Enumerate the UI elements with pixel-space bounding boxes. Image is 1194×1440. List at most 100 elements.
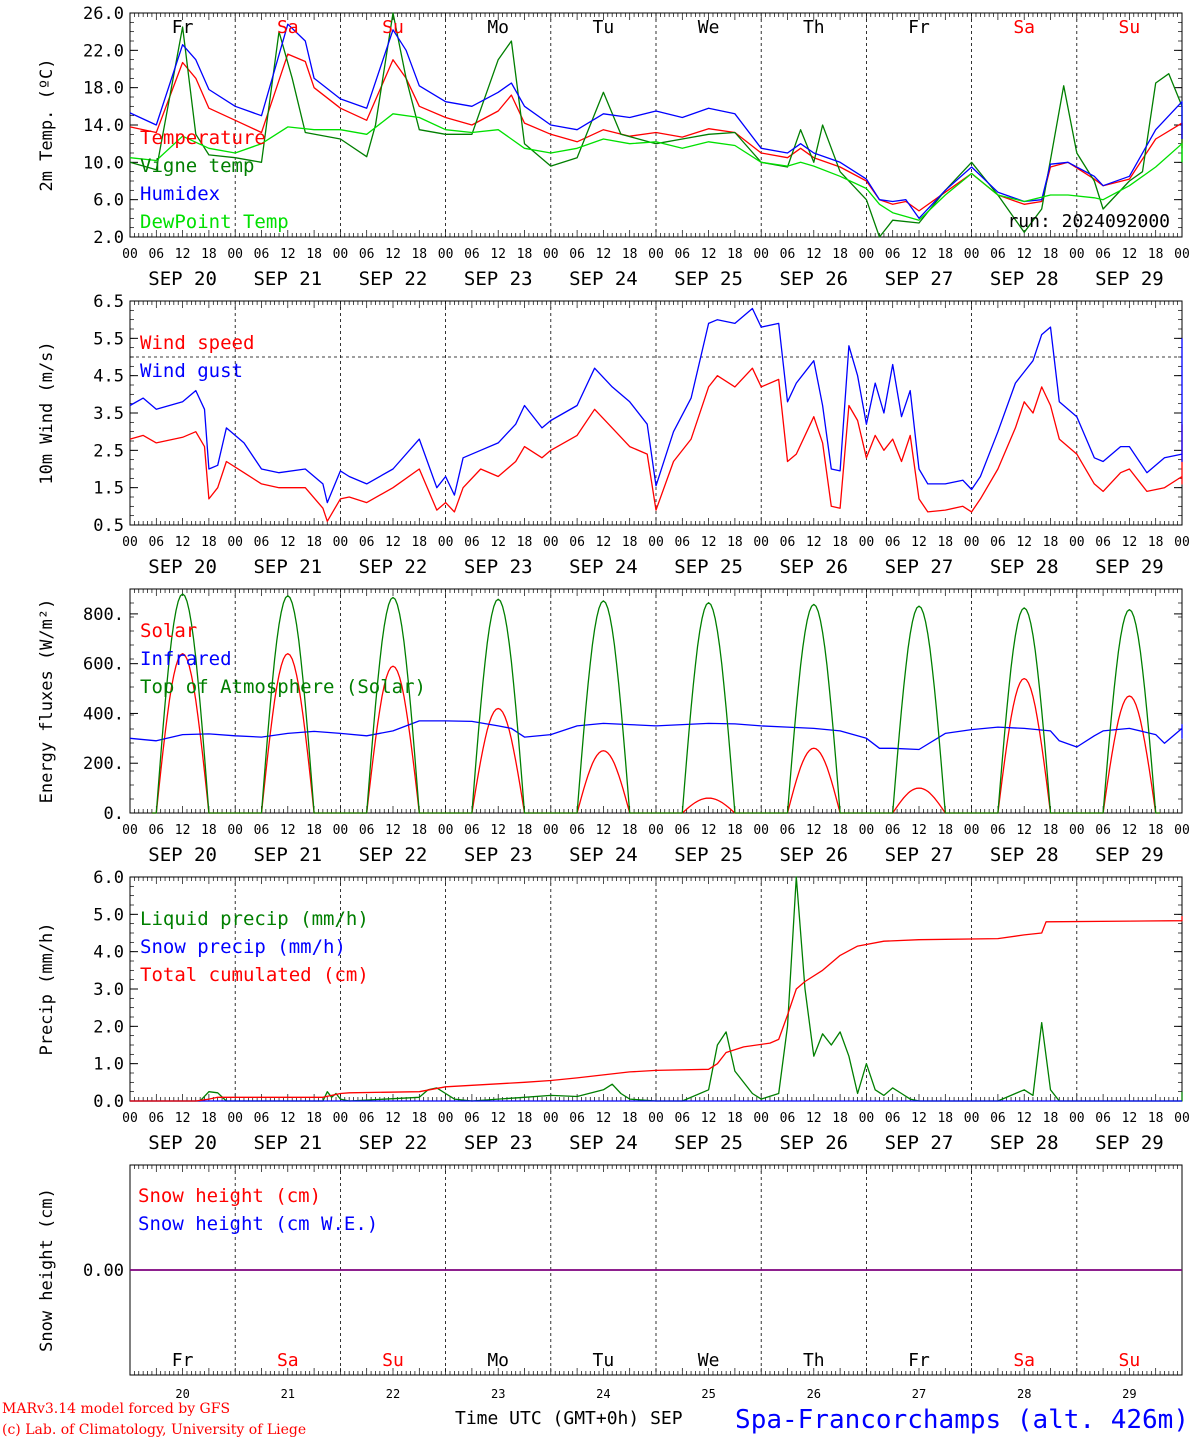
date-label: SEP 22 bbox=[359, 844, 428, 866]
hour-tick-label: 12 bbox=[1122, 1111, 1138, 1126]
hour-tick-label: 00 bbox=[648, 823, 664, 838]
hour-tick-label: 00 bbox=[438, 535, 454, 550]
hour-tick-label: 00 bbox=[227, 823, 243, 838]
day-number-label: 26 bbox=[807, 1387, 821, 1401]
date-label: SEP 28 bbox=[990, 268, 1059, 290]
hour-tick-label: 12 bbox=[911, 247, 927, 262]
hour-tick-label: 06 bbox=[254, 535, 270, 550]
hour-tick-label: 18 bbox=[411, 823, 427, 838]
hour-tick-label: 18 bbox=[517, 823, 533, 838]
weekday-label: Fr bbox=[172, 1350, 194, 1371]
series-total-cumulated-cm-line bbox=[130, 916, 1183, 1102]
model-credit-line2: (c) Lab. of Climatology, University of L… bbox=[2, 1422, 306, 1438]
hour-tick-label: 00 bbox=[964, 1111, 980, 1126]
hour-tick-label: 00 bbox=[1174, 1111, 1190, 1126]
hour-tick-label: 06 bbox=[464, 535, 480, 550]
hour-tick-label: 18 bbox=[306, 247, 322, 262]
hour-tick-label: 00 bbox=[1174, 823, 1190, 838]
date-label: SEP 25 bbox=[674, 844, 743, 866]
series-top-of-atmosphere-solar-legend: Top of Atmosphere (Solar) bbox=[140, 676, 426, 698]
hour-tick-label: 00 bbox=[122, 247, 138, 262]
series-solar-legend: Solar bbox=[140, 620, 197, 642]
hour-tick-label: 12 bbox=[280, 535, 296, 550]
weekday-label: Sa bbox=[1013, 17, 1035, 38]
hour-tick-label: 18 bbox=[727, 535, 743, 550]
hour-tick-label: 12 bbox=[911, 535, 927, 550]
series-dewpoint-temp-line bbox=[129, 113, 1183, 221]
hour-tick-label: 00 bbox=[1069, 1111, 1085, 1126]
hour-tick-label: 00 bbox=[1069, 535, 1085, 550]
y-tick-label: 0.5 bbox=[93, 516, 124, 536]
hour-tick-label: 12 bbox=[806, 535, 822, 550]
date-label: SEP 20 bbox=[148, 844, 217, 866]
hour-tick-label: 12 bbox=[701, 247, 717, 262]
temp-ylabel: 2m Temp. (ºC) bbox=[37, 58, 57, 191]
y-tick-label: 1.5 bbox=[93, 479, 124, 499]
series-vigne-temp-line bbox=[129, 12, 1183, 238]
hour-tick-label: 00 bbox=[1174, 535, 1190, 550]
hour-tick-label: 06 bbox=[148, 823, 164, 838]
hour-tick-label: 00 bbox=[333, 823, 349, 838]
date-label: SEP 23 bbox=[464, 556, 533, 578]
day-number-label: 23 bbox=[491, 1387, 505, 1401]
hour-tick-label: 18 bbox=[517, 1111, 533, 1126]
hour-tick-label: 00 bbox=[333, 535, 349, 550]
date-label: SEP 22 bbox=[359, 556, 428, 578]
hour-tick-label: 18 bbox=[832, 823, 848, 838]
hour-tick-label: 18 bbox=[201, 247, 217, 262]
hour-tick-label: 06 bbox=[885, 247, 901, 262]
hour-tick-label: 06 bbox=[780, 1111, 796, 1126]
series-infrared-legend: Infrared bbox=[140, 648, 232, 670]
hour-tick-label: 18 bbox=[937, 823, 953, 838]
date-label: SEP 23 bbox=[464, 268, 533, 290]
wind-frame bbox=[129, 300, 1183, 526]
hour-tick-label: 06 bbox=[780, 247, 796, 262]
weekday-label: Mo bbox=[487, 1350, 509, 1371]
date-label: SEP 20 bbox=[148, 268, 217, 290]
hour-tick-label: 12 bbox=[1016, 823, 1032, 838]
y-tick-label: 10.0 bbox=[83, 153, 124, 173]
hour-tick-label: 18 bbox=[832, 535, 848, 550]
hour-tick-label: 00 bbox=[648, 1111, 664, 1126]
hour-tick-label: 18 bbox=[411, 247, 427, 262]
hour-tick-label: 12 bbox=[596, 823, 612, 838]
weekday-label: Fr bbox=[908, 1350, 930, 1371]
hour-tick-label: 06 bbox=[148, 247, 164, 262]
hour-tick-label: 00 bbox=[1069, 247, 1085, 262]
series-humidex-legend: Humidex bbox=[140, 183, 220, 205]
precip-ylabel: Precip (mm/h) bbox=[37, 922, 57, 1055]
hour-tick-label: 00 bbox=[1069, 823, 1085, 838]
hour-tick-label: 00 bbox=[753, 823, 769, 838]
y-tick-label: 0.0 bbox=[93, 1092, 124, 1112]
hour-tick-label: 18 bbox=[1148, 823, 1164, 838]
date-label: SEP 28 bbox=[990, 844, 1059, 866]
weekday-label: Sa bbox=[277, 17, 299, 38]
date-label: SEP 26 bbox=[779, 268, 848, 290]
run-label: run: 2024092000 bbox=[1007, 211, 1170, 232]
weekday-label: We bbox=[698, 17, 720, 38]
hour-tick-label: 06 bbox=[569, 823, 585, 838]
hour-tick-label: 06 bbox=[885, 823, 901, 838]
day-number-label: 24 bbox=[596, 1387, 610, 1401]
hour-tick-label: 00 bbox=[227, 1111, 243, 1126]
day-number-label: 25 bbox=[701, 1387, 715, 1401]
date-label: SEP 21 bbox=[253, 1132, 322, 1154]
hour-tick-label: 00 bbox=[964, 247, 980, 262]
day-number-label: 29 bbox=[1122, 1387, 1136, 1401]
series-wind-speed-line bbox=[129, 367, 1183, 522]
date-label: SEP 21 bbox=[253, 556, 322, 578]
hour-tick-label: 18 bbox=[201, 1111, 217, 1126]
date-label: SEP 24 bbox=[569, 556, 638, 578]
hour-tick-label: 00 bbox=[122, 535, 138, 550]
model-credit-line1: MARv3.14 model forced by GFS bbox=[2, 1401, 230, 1417]
hour-tick-label: 06 bbox=[464, 823, 480, 838]
hour-tick-label: 06 bbox=[1095, 823, 1111, 838]
hour-tick-label: 06 bbox=[148, 535, 164, 550]
y-tick-label: 6.0 bbox=[93, 868, 124, 888]
hour-tick-label: 12 bbox=[911, 1111, 927, 1126]
y-tick-label: 2.5 bbox=[93, 441, 124, 461]
hour-tick-label: 18 bbox=[306, 1111, 322, 1126]
hour-tick-label: 06 bbox=[569, 535, 585, 550]
y-tick-label: 2.0 bbox=[93, 228, 124, 248]
hour-tick-label: 18 bbox=[727, 247, 743, 262]
